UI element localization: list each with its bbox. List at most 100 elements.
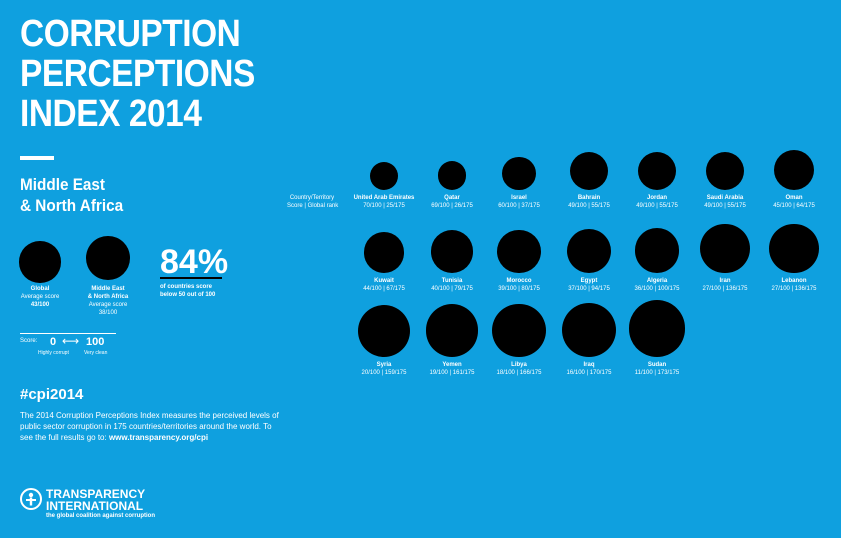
country-bubble (430, 230, 474, 273)
country-name: Libya (511, 362, 527, 368)
country-name: Morocco (506, 278, 532, 284)
description-text: The 2014 Corruption Perceptions Index me… (20, 411, 279, 442)
description: The 2014 Corruption Perceptions Index me… (20, 410, 280, 443)
country-score-rank: 27/100 | 136/175 (702, 286, 748, 292)
country-label: Qatar 69/100 | 26/175 (412, 194, 492, 210)
country-label: Iran 27/100 | 136/175 (685, 277, 765, 293)
country-score-rank: 40/100 | 79/175 (431, 286, 473, 292)
country-score-rank: 69/100 | 26/175 (431, 203, 473, 209)
country-score-rank: 16/100 | 170/175 (566, 370, 612, 376)
country-bubble (628, 300, 686, 357)
title-line: CORRUPTION (20, 13, 241, 55)
country-bubble (773, 149, 815, 190)
country-label: Algeria 36/100 | 100/175 (617, 277, 697, 293)
logo-text: TRANSPARENCY INTERNATIONAL (46, 488, 145, 512)
scale-high-value: 100 (86, 336, 105, 348)
country-label: Morocco 39/100 | 80/175 (479, 277, 559, 293)
country-label: Israel 60/100 | 37/175 (479, 194, 559, 210)
country-name: Sudan (647, 362, 667, 368)
country-bubble (437, 161, 467, 190)
country-name: Kuwait (374, 278, 394, 284)
country-bubble (363, 232, 405, 273)
country-bubble (357, 304, 411, 357)
country-label: Jordan 49/100 | 55/175 (617, 194, 697, 210)
scale-high-desc: Very clean (84, 350, 108, 356)
region-line: & North Africa (20, 196, 124, 215)
country-label: Libya 18/100 | 166/175 (479, 361, 559, 377)
country-name: Yemen (442, 362, 462, 368)
country-score-rank: 36/100 | 100/175 (634, 286, 680, 292)
country-score-rank: 19/100 | 161/175 (429, 370, 475, 376)
country-bubble (369, 161, 399, 190)
country-bubble (637, 151, 677, 190)
mena-value: 38/100 (98, 310, 118, 316)
country-score-rank: 49/100 | 55/175 (636, 203, 678, 209)
country-score-rank: 60/100 | 37/175 (498, 203, 540, 209)
country-label: Kuwait 44/100 | 67/175 (344, 277, 424, 293)
global-sub: Average score (20, 294, 60, 300)
mena-average-label: Middle East & North Africa Average score… (84, 285, 132, 317)
country-bubble (700, 223, 750, 273)
country-name: Egypt (580, 278, 598, 284)
country-name: Saudi Arabia (706, 195, 744, 201)
country-label: Egypt 37/100 | 94/175 (549, 277, 629, 293)
country-name: Oman (785, 195, 803, 201)
country-name: Algeria (646, 278, 668, 284)
percent-desc-line: of countries score (160, 284, 213, 290)
scale-low-value: 0 (50, 336, 57, 348)
logo-tagline: the global coalition against corruption (46, 513, 156, 519)
country-label: Syria 20/100 | 159/175 (344, 361, 424, 377)
country-score-rank: 18/100 | 166/175 (496, 370, 542, 376)
percent-underline (160, 277, 222, 279)
mena-sub: Average score (88, 302, 128, 308)
logo-line: TRANSPARENCY (46, 487, 146, 501)
page-title: CORRUPTION PERCEPTIONS INDEX 2014 (20, 14, 284, 134)
country-name: Israel (511, 195, 527, 201)
country-score-rank: 45/100 | 64/175 (773, 203, 815, 209)
country-score-rank: 70/100 | 25/175 (363, 203, 405, 209)
scale-label: Score: (20, 338, 38, 344)
scale-low-desc: Highly corrupt (38, 350, 69, 356)
region-title: Middle East & North Africa (20, 174, 123, 216)
country-name: Tunisia (441, 278, 463, 284)
country-label: Lebanon 27/100 | 136/175 (754, 277, 834, 293)
title-line: INDEX 2014 (20, 93, 202, 135)
country-label: Sudan 11/100 | 173/175 (617, 361, 697, 377)
country-score-rank: 27/100 | 136/175 (771, 286, 817, 292)
country-bubble (502, 156, 536, 190)
country-bubble (769, 223, 819, 273)
country-name: Syria (376, 362, 392, 368)
country-name: Jordan (646, 195, 667, 201)
percent-desc-line: below 50 out of 100 (160, 292, 216, 298)
country-score-rank: 37/100 | 94/175 (568, 286, 610, 292)
region-line: Middle East (20, 175, 106, 194)
country-bubble (497, 229, 541, 273)
country-label: Tunisia 40/100 | 79/175 (412, 277, 492, 293)
global-average-dot (19, 241, 61, 283)
country-name: Lebanon (781, 278, 807, 284)
country-score-rank: 39/100 | 80/175 (498, 286, 540, 292)
country-name: Bahrain (577, 195, 601, 201)
country-label: Iraq 16/100 | 170/175 (549, 361, 629, 377)
country-bubble (569, 151, 609, 190)
country-bubble (425, 304, 479, 357)
mena-label-1: Middle East (91, 286, 125, 292)
country-bubble (634, 228, 680, 273)
country-score-rank: 20/100 | 159/175 (361, 370, 407, 376)
country-score-rank: 11/100 | 173/175 (634, 370, 680, 376)
country-score-rank: 49/100 | 55/175 (704, 203, 746, 209)
country-bubble (561, 302, 617, 357)
country-label: Bahrain 49/100 | 55/175 (549, 194, 629, 210)
transparency-logo-icon (20, 488, 42, 510)
country-label: United Arab Emirates 70/100 | 25/175 (344, 194, 424, 210)
percent-description: of countries score below 50 out of 100 (160, 283, 215, 299)
percent-stat: 84% (160, 243, 229, 281)
results-link[interactable]: www.transparency.org/cpi (108, 433, 209, 442)
logo-line: INTERNATIONAL (46, 499, 144, 513)
global-label: Global (30, 286, 50, 292)
country-bubble (566, 228, 612, 273)
header-line: Country/Territory (289, 195, 335, 201)
hashtag: #cpi2014 (20, 386, 84, 403)
title-divider (20, 156, 54, 160)
country-name: United Arab Emirates (353, 195, 415, 201)
